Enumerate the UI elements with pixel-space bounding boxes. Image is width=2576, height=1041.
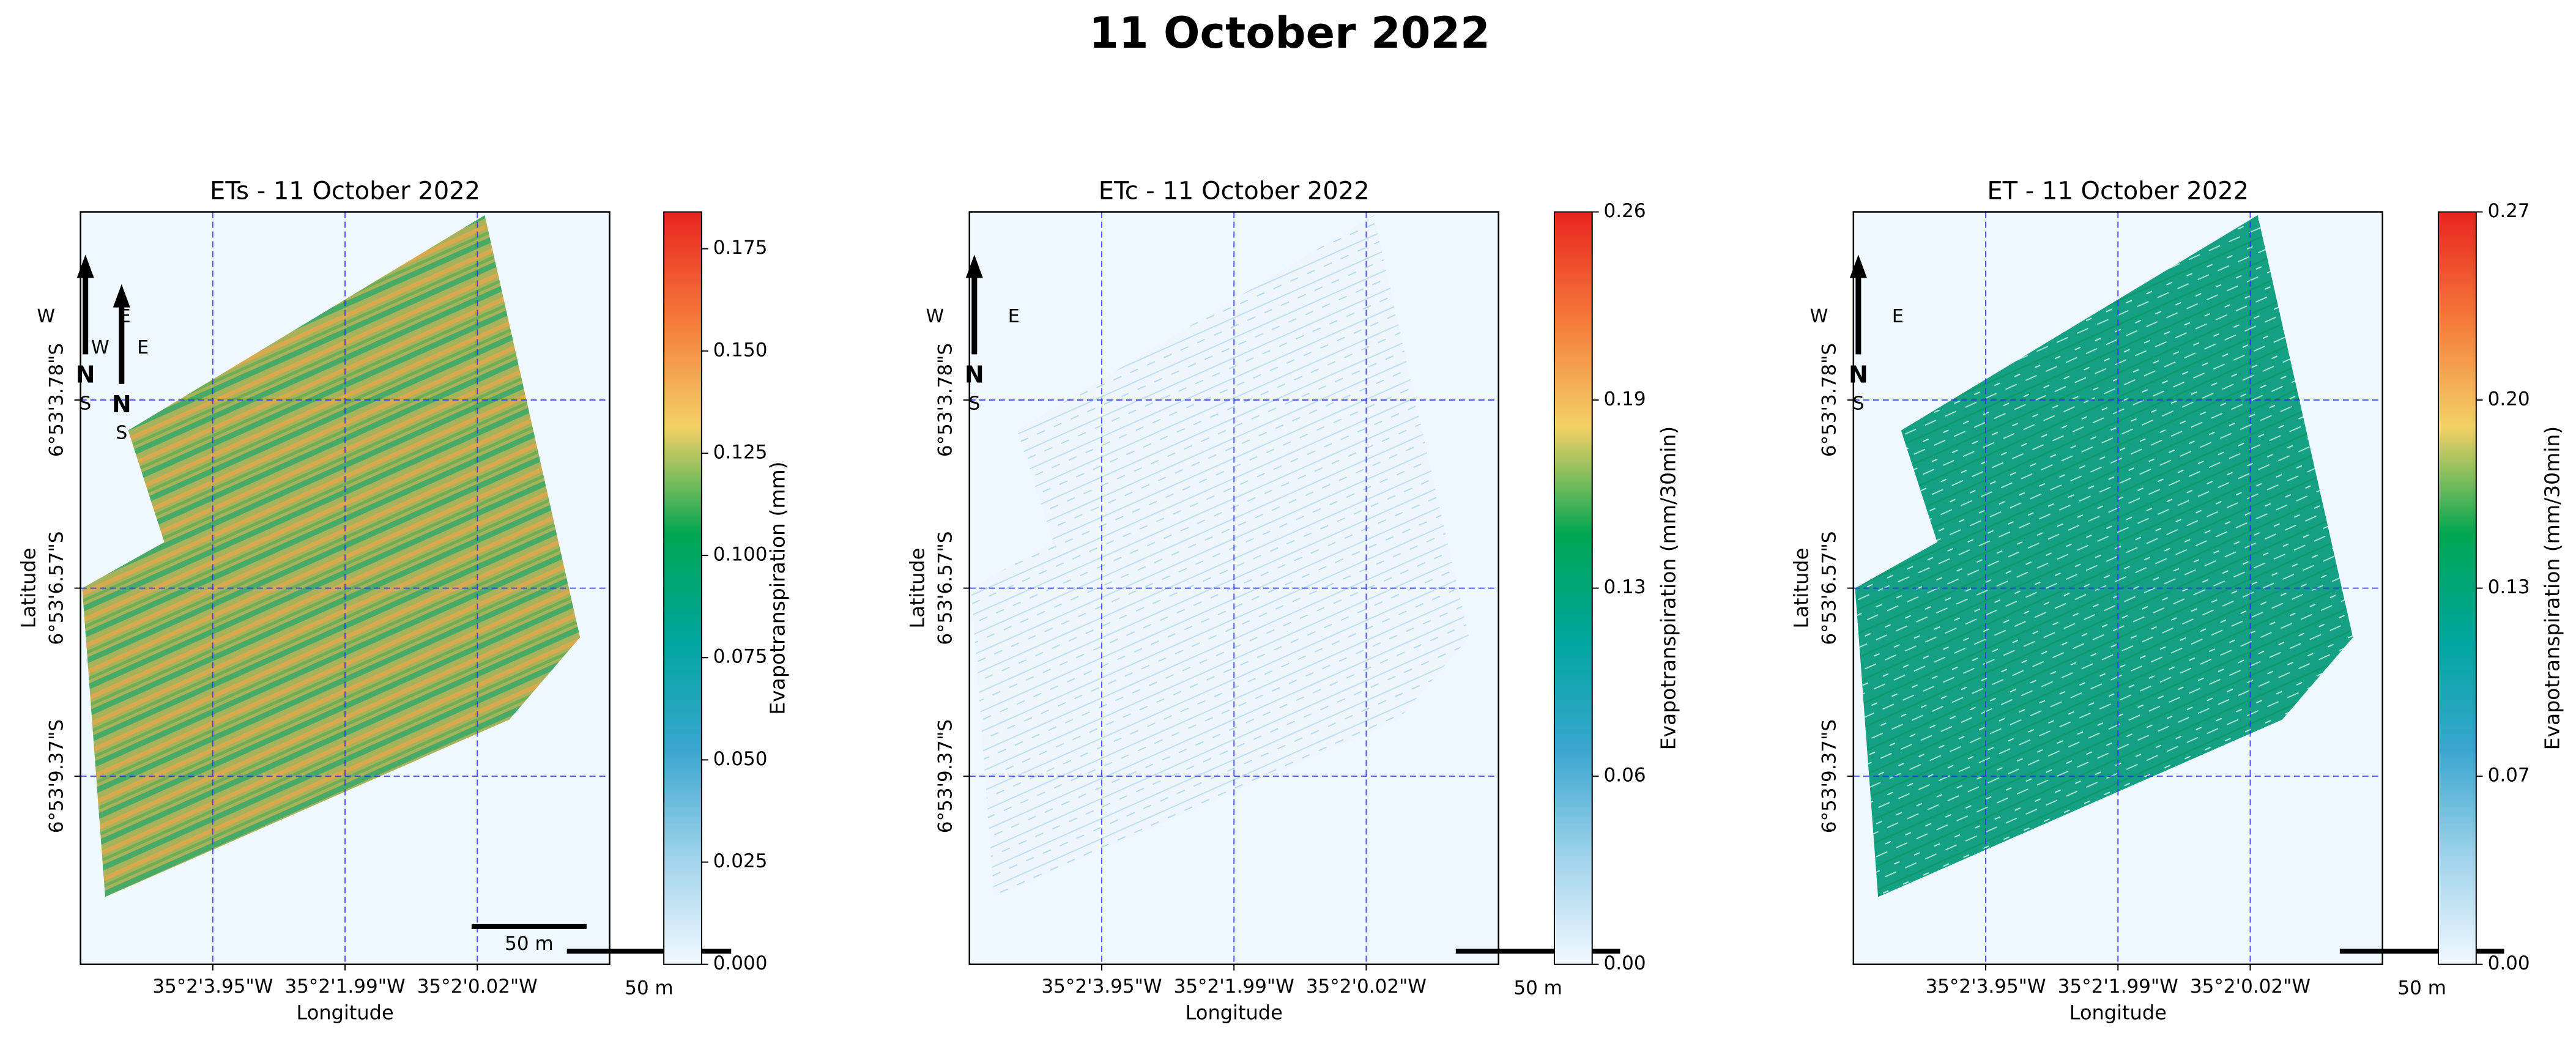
x-tick-label: 35°2'3.95"W [152, 976, 273, 998]
colorbar-tick-label: 0.050 [713, 748, 768, 770]
y-tick-label: 6°53'3.78"S [46, 343, 68, 457]
colorbar-tick-label: 0.26 [1604, 200, 1646, 222]
y-axis-label: Latitude [1790, 548, 1813, 629]
raster-field [82, 215, 581, 897]
compass-n: N [965, 361, 984, 388]
colorbar-tick-label: 0.13 [2488, 576, 2530, 598]
y-tick-label: 6°53'3.78"S [1819, 343, 1841, 457]
colorbar-tick-label: 0.000 [713, 952, 768, 974]
colorbar-tick-label: 0.06 [1604, 765, 1646, 787]
compass-s: S [968, 393, 980, 414]
scale-bar-label: 50 m [1513, 977, 1562, 999]
colorbar-tick-label: 0.125 [713, 441, 768, 463]
compass-s: S [80, 393, 91, 414]
colorbar-label: Evapotranspiration (mm/30min) [1656, 426, 1680, 750]
north-arrow-head [113, 284, 130, 308]
figure-title: 11 October 2022 [1089, 8, 1490, 58]
compass-n: N [76, 361, 95, 388]
scale-bar-label: 50 m [625, 977, 674, 999]
scale-bar-label: 50 m [505, 933, 554, 955]
x-tick-label: 35°2'3.95"W [1925, 976, 2046, 998]
compass-e: E [1892, 306, 1904, 327]
compass-n: N [1849, 361, 1868, 388]
compass-s: S [116, 423, 127, 444]
axes-frame [1852, 211, 2383, 965]
y-tick-label: 6°53'6.57"S [46, 532, 68, 645]
colorbar [2438, 211, 2477, 965]
colorbar-tick-label: 0.07 [2488, 765, 2530, 787]
colorbar-label: Evapotranspiration (mm) [766, 461, 790, 714]
axes-frame [80, 211, 611, 965]
panel-title: ET - 11 October 2022 [1987, 177, 2249, 205]
colorbar-tick-label: 0.025 [713, 850, 768, 872]
colorbar-tick-label: 0.13 [1604, 576, 1646, 598]
compass-e: E [137, 337, 149, 358]
x-tick-label: 35°2'1.99"W [2058, 976, 2178, 998]
y-tick-label: 6°53'9.37"S [1819, 719, 1841, 833]
x-axis-label: Longitude [296, 1001, 393, 1024]
x-tick-label: 35°2'0.02"W [2190, 976, 2311, 998]
colorbar-tick-label: 0.175 [713, 237, 768, 259]
compass-s: S [1852, 393, 1864, 414]
compass-n: N [112, 391, 132, 418]
colorbar-tick-label: 0.20 [2488, 388, 2530, 410]
y-tick-label: 6°53'6.57"S [1819, 532, 1841, 645]
y-tick-label: 6°53'3.78"S [935, 343, 957, 457]
x-tick-label: 35°2'1.99"W [1174, 976, 1294, 998]
y-axis-label: Latitude [905, 548, 929, 629]
x-tick-label: 35°2'0.02"W [1306, 976, 1427, 998]
raster-field [971, 215, 1469, 897]
axes-frame [968, 211, 1499, 965]
colorbar-tick-label: 0.100 [713, 544, 768, 566]
colorbar-tick-label: 0.27 [2488, 200, 2530, 222]
x-axis-label: Longitude [2069, 1001, 2167, 1024]
compass-e: E [1008, 306, 1020, 327]
y-tick-label: 6°53'6.57"S [935, 532, 957, 645]
scale-bar-label: 50 m [2397, 977, 2446, 999]
colorbar-tick-label: 0.150 [713, 339, 768, 361]
x-tick-label: 35°2'3.95"W [1041, 976, 1162, 998]
colorbar-tick-label: 0.00 [1604, 952, 1646, 974]
north-arrow-head [76, 254, 94, 278]
panel-title: ETc - 11 October 2022 [1099, 177, 1370, 205]
colorbar-tick-label: 0.00 [2488, 952, 2530, 974]
x-tick-label: 35°2'0.02"W [417, 976, 538, 998]
colorbar-label: Evapotranspiration (mm/30min) [2541, 426, 2564, 750]
compass-w: W [91, 337, 109, 358]
north-arrow-head [965, 254, 983, 278]
y-axis-label: Latitude [17, 548, 40, 629]
raster-field [1855, 215, 2353, 897]
north-arrow-head [1849, 254, 1867, 278]
y-tick-label: 6°53'9.37"S [46, 719, 68, 833]
x-tick-label: 35°2'1.99"W [284, 976, 405, 998]
x-axis-label: Longitude [1186, 1001, 1283, 1024]
panel-title: ETs - 11 October 2022 [210, 177, 480, 205]
compass-w: W [926, 306, 944, 327]
compass-w: W [1810, 306, 1828, 327]
colorbar-tick-label: 0.075 [713, 646, 768, 668]
compass-w: W [37, 306, 55, 327]
y-tick-label: 6°53'9.37"S [935, 719, 957, 833]
colorbar-tick-label: 0.19 [1604, 388, 1646, 410]
colorbar [1553, 211, 1593, 965]
colorbar [663, 211, 702, 965]
